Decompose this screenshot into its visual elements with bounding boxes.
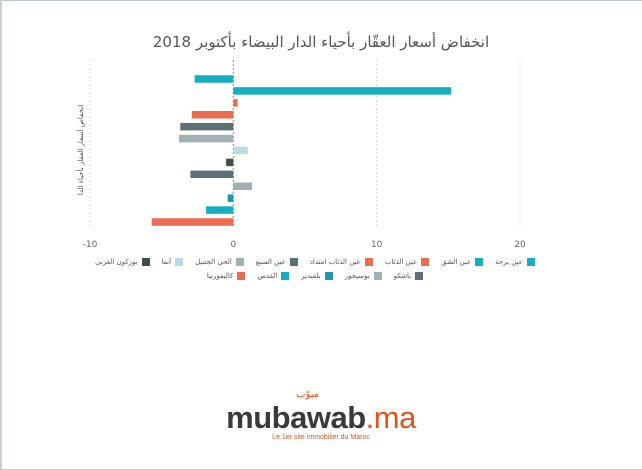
bar: [233, 146, 248, 155]
legend-item[interactable]: بوركون الغربي: [95, 258, 150, 266]
logo-suffix: .ma: [365, 400, 417, 435]
legend-swatch: [475, 258, 484, 266]
bar: [227, 194, 234, 202]
bar: [180, 122, 234, 131]
legend-item[interactable]: باشكو: [393, 272, 424, 280]
bar: [226, 158, 234, 167]
logo-arabic: مبوّب: [296, 389, 320, 400]
legend-label: بوسيجور: [344, 272, 370, 280]
legend-label: كاليفورنيا: [206, 272, 234, 280]
legend-label: القدس: [257, 272, 278, 280]
x-tick-label: 10: [371, 240, 383, 250]
y-axis-label: انخفاض أسعار العقار بأحياء الدا: [75, 105, 85, 195]
legend-item[interactable]: عين برجة: [495, 258, 535, 266]
legend-swatch: [141, 258, 150, 266]
legend-swatch: [237, 272, 246, 280]
legend-swatch: [526, 258, 535, 266]
bar: [194, 75, 234, 83]
legend-item[interactable]: عين الذئاب امتداد: [310, 258, 373, 266]
legend-label: باشكو: [393, 272, 412, 280]
bar: [191, 111, 234, 119]
legend-item[interactable]: بلفيدير: [301, 272, 333, 280]
legend-item[interactable]: القدس: [257, 272, 290, 280]
legend-item[interactable]: عين السبع: [256, 258, 298, 266]
bar: [190, 170, 234, 179]
legend-swatch: [175, 258, 184, 266]
bar: [206, 206, 234, 214]
logo-wordmark: مبوّب mubawab.ma: [226, 389, 417, 436]
legend-item[interactable]: كاليفورنيا: [206, 272, 246, 280]
x-tick-label: -10: [83, 240, 98, 250]
bar: [233, 182, 252, 190]
legend-item[interactable]: أنفا: [162, 258, 184, 266]
legend-swatch: [235, 258, 244, 266]
legend-item[interactable]: عين الشق: [441, 258, 484, 266]
legend-swatch: [373, 272, 382, 280]
legend-swatch: [324, 272, 333, 280]
bar: [151, 218, 234, 226]
bar: [178, 134, 234, 143]
legend-label: عين برجة: [495, 258, 523, 266]
legend-label: عين السبع: [255, 258, 286, 266]
logo-word: mubawab: [226, 400, 366, 435]
chart-title: انخفاض أسعار العقّار بأحياء الدار البيضا…: [152, 33, 490, 51]
x-tick-label: 0: [230, 240, 236, 250]
legend-item[interactable]: الحي الجميل: [195, 258, 244, 266]
legend-label: عين الذئاب امتداد: [309, 258, 361, 266]
legend-swatch: [364, 258, 373, 266]
logo-tagline: Le 1er site immobilier du Maroc: [272, 434, 370, 441]
legend-item[interactable]: عين الذئاب: [384, 258, 430, 266]
legend-swatch: [421, 258, 430, 266]
chart-legend: عين برجة عين الشق عين الذئاب عين الذئاب امت…: [80, 258, 550, 280]
legend-label: أنفا: [161, 258, 172, 266]
legend-label: عين الشق: [441, 258, 472, 266]
legend-swatch: [415, 272, 424, 280]
legend-item[interactable]: بوسيجور: [345, 272, 382, 280]
bar: [233, 99, 238, 107]
legend-label: عين الذئاب: [384, 258, 418, 266]
bar-chart: -10 0 10 20 انخفاض أسعار العقار بأحياء الدا: [75, 60, 526, 250]
legend-label: بلفيدير: [301, 272, 321, 280]
legend-label: الحي الجميل: [195, 258, 232, 266]
x-tick-label: 20: [514, 240, 526, 250]
bar: [233, 87, 452, 95]
legend-swatch: [289, 258, 298, 266]
legend-label: بوركون الغربي: [95, 258, 138, 266]
legend-swatch: [281, 272, 290, 280]
mubawab-logo: مبوّب mubawab.ma Le 1er site immobilier …: [0, 389, 642, 441]
